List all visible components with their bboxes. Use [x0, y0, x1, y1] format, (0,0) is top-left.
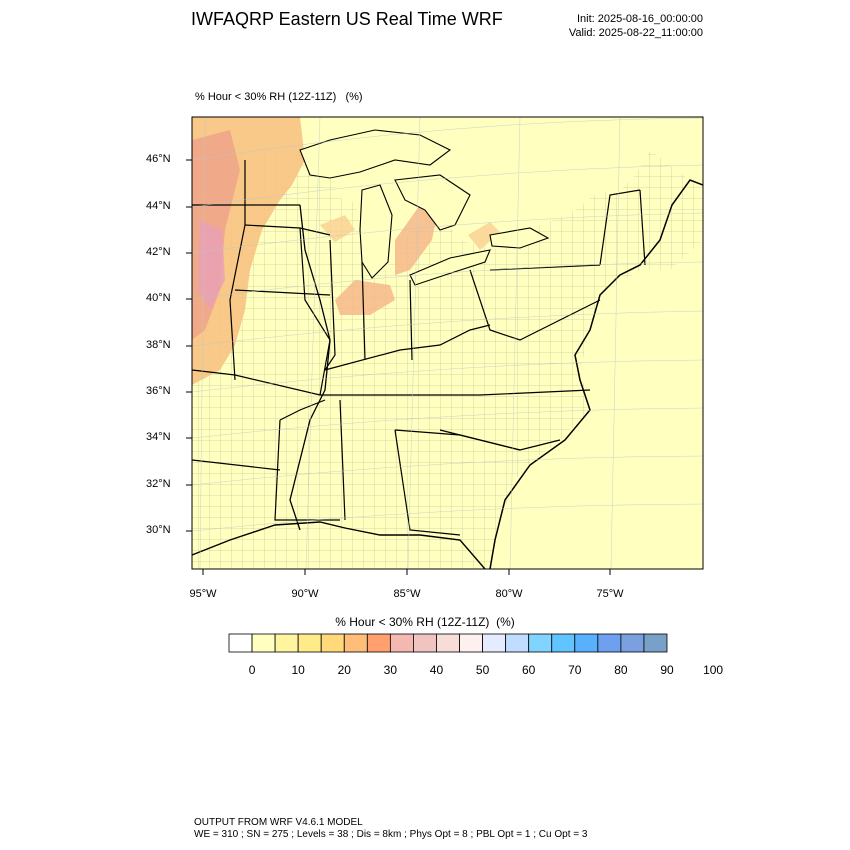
chart-title: IWFAQRP Eastern US Real Time WRF	[191, 9, 503, 29]
dry-area-indiana	[335, 280, 395, 315]
lake-ontario	[489, 227, 550, 249]
colorbar-tick-label: 60	[521, 663, 536, 677]
init-time-label: Init: 2025-08-16_00:00:00	[577, 13, 703, 25]
colorbar	[228, 633, 668, 653]
lake-erie	[409, 249, 491, 286]
lake-superior	[299, 129, 452, 179]
colorbar-swatch	[413, 633, 437, 653]
colorbar-swatch	[597, 633, 622, 653]
colorbar-tick-label: 10	[291, 663, 305, 677]
colorbar-tick-label: 70	[568, 663, 582, 677]
lat-label-38: 38°N	[146, 339, 171, 351]
colorbar-tick-label: 80	[614, 663, 628, 677]
dry-area-wisconsin	[320, 215, 355, 242]
state-boundaries	[192, 160, 646, 536]
dry-area-ontario	[468, 222, 500, 250]
lat-label-36: 36°N	[146, 385, 171, 397]
colorbar-tick-label: 90	[660, 663, 674, 677]
colorbar-swatch	[343, 633, 368, 653]
map-field-label: % Hour < 30% RH (12Z-11Z) (%)	[195, 91, 363, 103]
mississippi-river	[289, 204, 331, 531]
colorbar-swatch	[228, 633, 253, 653]
colorbar-swatch	[574, 633, 599, 653]
valid-time-label: Valid: 2025-08-22_11:00:00	[568, 27, 703, 39]
colorbar-tick-label: 50	[475, 663, 490, 677]
colorbar-swatch	[251, 633, 276, 653]
colorbar-swatch	[482, 633, 507, 653]
gulf-coastline	[192, 521, 486, 569]
graticule	[192, 117, 703, 569]
footer-model-line: OUTPUT FROM WRF V4.6.1 MODEL	[194, 817, 363, 828]
colorbar-tick-label: 40	[429, 663, 444, 677]
colorbar-swatch	[620, 633, 645, 653]
lat-label-44: 44°N	[146, 200, 171, 212]
colorbar-swatch	[551, 633, 576, 653]
map-frame	[191, 116, 704, 570]
colorbar-tick-label: 100	[703, 663, 724, 677]
colorbar-swatch	[436, 633, 460, 653]
east-coastline	[489, 179, 703, 569]
colorbar-tick-label: 30	[383, 663, 398, 677]
colorbar-swatch	[528, 633, 553, 653]
colorbar-swatch	[389, 633, 414, 653]
footer-config-line: WE = 310 ; SN = 275 ; Levels = 38 ; Dis …	[194, 829, 588, 840]
dry-area-west-peak	[198, 220, 225, 310]
lon-label-85w: 85°W	[393, 588, 421, 600]
colorbar-swatch	[320, 633, 345, 653]
lon-label-80w: 80°W	[495, 588, 523, 600]
lake-michigan	[359, 184, 393, 279]
lat-label-46: 46°N	[146, 153, 171, 165]
colorbar-swatch	[297, 633, 322, 653]
colorbar-title: % Hour < 30% RH (12Z-11Z) (%)	[335, 615, 515, 629]
lon-label-75w: 75°W	[596, 588, 624, 600]
axis-ticks	[186, 159, 611, 575]
colorbar-tick-label: 0	[248, 663, 256, 677]
lon-label-90w: 90°W	[291, 588, 319, 600]
lat-label-34: 34°N	[146, 431, 171, 443]
lat-label-32: 32°N	[146, 478, 171, 490]
colorbar-swatch	[505, 633, 530, 653]
lat-label-40: 40°N	[146, 292, 171, 304]
colorbar-swatch	[274, 633, 299, 653]
lat-label-30: 30°N	[146, 524, 171, 536]
colorbar-swatch	[366, 633, 391, 653]
us-land-counties	[192, 150, 703, 569]
lon-label-95w: 95°W	[189, 588, 217, 600]
colorbar-tick-label: 20	[337, 663, 351, 677]
colorbar-swatch	[643, 633, 668, 653]
colorbar-swatch	[459, 633, 483, 653]
lat-label-42: 42°N	[146, 246, 171, 258]
